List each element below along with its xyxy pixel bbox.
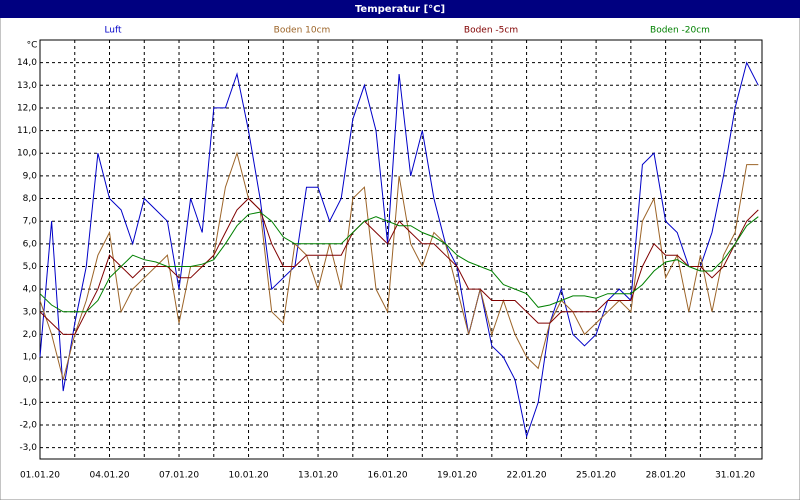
y-tick-label: 2,0: [23, 330, 38, 340]
y-tick-label: 11,0: [17, 126, 37, 136]
legend-entry: Boden -20cm: [650, 26, 710, 36]
plot-area: [39, 39, 763, 460]
series-line: [39, 197, 759, 335]
legend-entry: Boden -5cm: [464, 26, 518, 36]
y-tick-label: 8,0: [23, 194, 38, 204]
x-tick-label: 16.01.20: [368, 471, 408, 481]
x-tick-label: 25.01.20: [576, 471, 616, 481]
y-tick-label: 9,0: [23, 171, 38, 181]
x-tick-label: 22.01.20: [507, 471, 547, 481]
y-tick-label: 7,0: [23, 217, 38, 227]
series-line: [39, 211, 759, 313]
chart-title: Temperatur [°C]: [355, 4, 445, 15]
x-tick-label: 28.01.20: [646, 471, 686, 481]
y-tick-label: 4,0: [23, 285, 38, 295]
x-tick-label: 01.01.20: [20, 471, 60, 481]
legend-entry: Boden 10cm: [274, 26, 331, 36]
x-tick-label: 04.01.20: [89, 471, 129, 481]
y-tick-label: 14,0: [17, 58, 37, 68]
y-tick-label: -2,0: [19, 421, 37, 431]
y-tick-label: -3,0: [19, 443, 37, 453]
y-tick-label: 10,0: [17, 149, 37, 159]
title-bar: [0, 0, 800, 18]
x-tick-label: 19.01.20: [437, 471, 477, 481]
y-unit: °C: [27, 41, 38, 51]
y-tick-label: 12,0: [17, 103, 37, 113]
y-tick-label: 0,0: [23, 375, 38, 385]
x-tick-label: 07.01.20: [159, 471, 199, 481]
x-tick-label: 10.01.20: [228, 471, 268, 481]
y-tick-label: 1,0: [23, 353, 38, 363]
legend-entry: Luft: [104, 26, 122, 36]
y-tick-label: 5,0: [23, 262, 38, 272]
series-line: [39, 151, 759, 380]
x-tick-label: 13.01.20: [298, 471, 338, 481]
y-tick-label: -1,0: [19, 398, 37, 408]
y-tick-label: 3,0: [23, 307, 38, 317]
series-line: [39, 61, 759, 439]
y-tick-label: 13,0: [17, 81, 37, 91]
x-tick-label: 31.01.20: [715, 471, 755, 481]
y-tick-label: 6,0: [23, 239, 38, 249]
